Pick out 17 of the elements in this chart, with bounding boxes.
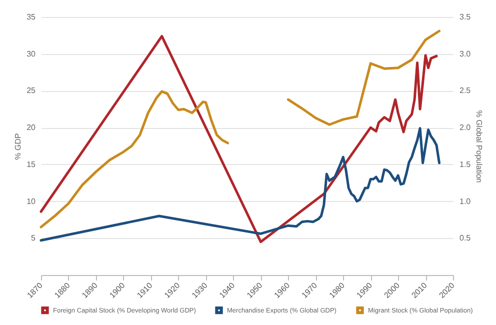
- y2-tick-label: 2.5: [460, 86, 472, 96]
- y-tick-label: 35: [26, 12, 36, 22]
- y-tick-label: 25: [26, 86, 36, 96]
- y-tick-label: 10: [26, 196, 36, 206]
- y-tick-label: 5: [31, 234, 36, 243]
- y2-axis-title: % Global Population: [474, 110, 484, 183]
- y2-tick-label: 0.5: [460, 234, 472, 243]
- y2-tick-label: 2.0: [460, 123, 472, 132]
- line-series: [40, 127, 441, 242]
- y-tick-label: 20: [26, 123, 36, 132]
- y2-tick-label: 1.0: [460, 196, 472, 206]
- y2-tick-label: 3.5: [460, 12, 472, 22]
- y-axis-title: % GDP: [14, 133, 23, 160]
- y-tick-label: 15: [26, 160, 36, 169]
- y2-tick-label: 3.0: [460, 49, 472, 58]
- y-tick-label: 30: [26, 49, 36, 58]
- y2-tick-label: 1.5: [460, 160, 472, 169]
